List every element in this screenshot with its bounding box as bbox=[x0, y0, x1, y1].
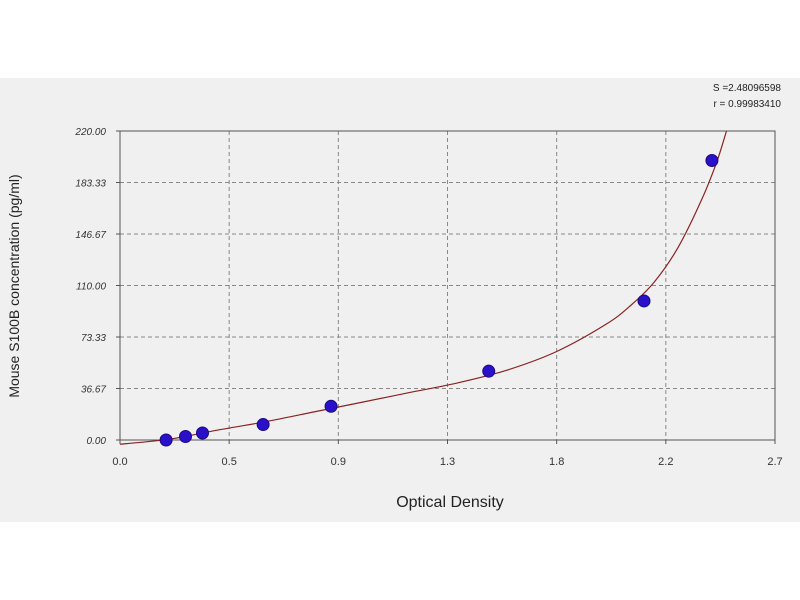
grid-lines bbox=[120, 131, 775, 440]
y-tick-label: 183.33 bbox=[75, 179, 106, 190]
calibration-chart: 0.0 0.5 0.9 1.3 1.8 2.2 2.7 0.00 36.67 73.33 110.0… bbox=[6, 83, 783, 511]
data-point bbox=[179, 429, 192, 443]
x-axis-label: Optical Density bbox=[396, 494, 504, 511]
y-axis-label: Mouse S100B concentration (pg/ml) bbox=[6, 174, 22, 397]
y-tick-label: 36.67 bbox=[81, 385, 106, 396]
x-tick-label: 1.3 bbox=[440, 456, 455, 468]
x-tick-label: 0.0 bbox=[112, 456, 127, 468]
y-tick-label: 110.00 bbox=[76, 282, 106, 293]
axis-ticks: 0.0 0.5 0.9 1.3 1.8 2.2 2.7 0.00 36.67 73.33 110.0… bbox=[74, 127, 782, 468]
data-point bbox=[324, 399, 338, 413]
data-point bbox=[195, 426, 209, 440]
stat-correlation: r = 0.99983410 bbox=[713, 99, 781, 110]
x-tick-label: 2.2 bbox=[658, 456, 673, 468]
data-point bbox=[482, 364, 496, 378]
data-point bbox=[159, 433, 173, 447]
fit-curve bbox=[119, 130, 728, 445]
x-tick-label: 0.5 bbox=[222, 456, 237, 468]
x-tick-label: 1.8 bbox=[549, 456, 564, 468]
chart-panel: 0.0 0.5 0.9 1.3 1.8 2.2 2.7 0.00 36.67 73.33 110.0… bbox=[0, 78, 800, 522]
y-tick-label: 0.00 bbox=[87, 436, 107, 447]
stat-slope: S =2.48096598 bbox=[713, 83, 782, 94]
data-point bbox=[705, 153, 719, 167]
y-tick-label: 146.67 bbox=[75, 230, 106, 241]
y-tick-label: 73.33 bbox=[81, 333, 106, 344]
data-points bbox=[159, 153, 719, 447]
y-tick-label: 220.00 bbox=[74, 127, 106, 138]
x-tick-label: 2.7 bbox=[767, 456, 782, 468]
data-point bbox=[637, 294, 651, 308]
x-tick-label: 0.9 bbox=[331, 456, 346, 468]
data-point bbox=[256, 418, 270, 432]
